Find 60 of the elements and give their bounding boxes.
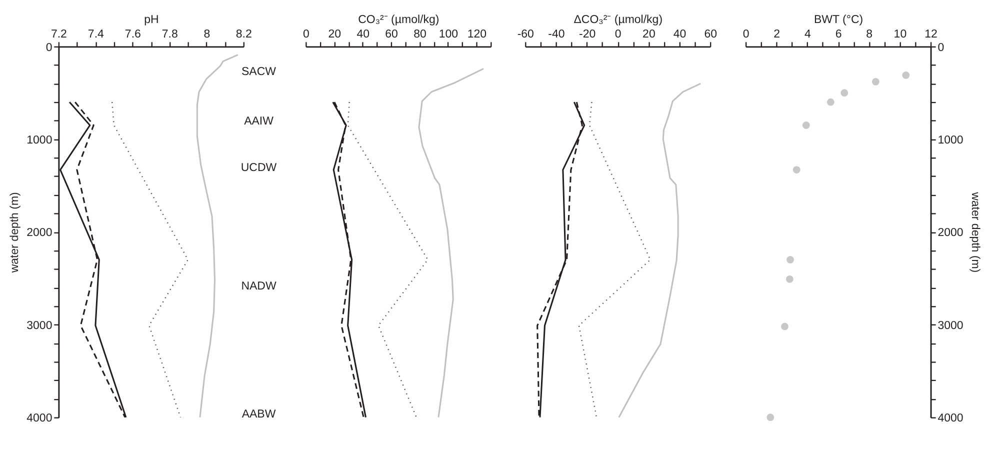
point (826, 98, 834, 106)
text: AAIW (244, 115, 274, 128)
x-axis-title: CO₃²⁻ (µmol/kg) (358, 14, 440, 26)
annotation: UCDW (240, 162, 277, 174)
x-tick-label: 8 (866, 28, 873, 40)
annotation: NADW (241, 280, 276, 293)
y-tick-label: 1000 (26, 134, 52, 146)
x-tick-label: 0 (302, 28, 310, 40)
x-tick-label: 0 (614, 28, 622, 40)
point (786, 275, 794, 283)
x-axis-title: BWT (°C) (814, 14, 864, 26)
x-tick-label: 7.2 (50, 28, 67, 40)
x-tick-label: 7.6 (124, 28, 141, 40)
point (792, 166, 800, 174)
x-tick-label: 10 (894, 28, 907, 40)
annotation: SACW (242, 66, 276, 78)
x-tick-label: -20 (578, 28, 596, 40)
y-tick-label: 0 (46, 42, 52, 54)
x-tick-label: 40 (356, 28, 370, 40)
x-tick-label: 0 (742, 28, 750, 40)
line-series (196, 54, 239, 418)
point (781, 322, 788, 330)
x-tick-label: 4 (804, 28, 812, 40)
point (872, 78, 880, 86)
x-tick-label: 2 (774, 28, 780, 40)
x-tick-label: -60 (517, 28, 534, 40)
point (766, 414, 774, 422)
y-tick-label: 2000 (26, 227, 52, 240)
y2-tick-label: 3000 (938, 320, 964, 332)
x-tick-label: 12 (924, 28, 938, 40)
x-tick-label: 6 (835, 28, 842, 40)
x-tick-label: 7.8 (162, 28, 178, 40)
x-tick-label: 20 (642, 28, 656, 40)
y2-axis-title: water depth (m) (968, 191, 981, 273)
y-axis-title: water depth (m) (9, 192, 22, 274)
x-tick-label: 8 (204, 28, 210, 40)
point (786, 256, 794, 264)
point (840, 89, 848, 97)
x-tick-label: 40 (673, 28, 686, 40)
x-axis-title: pH (144, 14, 159, 26)
x-tick-label: 120 (467, 28, 487, 40)
annotation: AABW (242, 408, 276, 420)
x-tick-label: 20 (328, 28, 342, 40)
y2-tick-label: 1000 (938, 134, 964, 146)
y-tick-label: 3000 (26, 320, 52, 332)
x-tick-label: 100 (438, 28, 458, 40)
y-tick-label: 4000 (26, 412, 52, 425)
x-tick-label: 80 (414, 28, 426, 40)
x-tick-label: 60 (704, 28, 718, 40)
x-tick-label: 60 (385, 28, 398, 40)
x-tick-label: -40 (548, 28, 565, 40)
point (902, 71, 910, 79)
x-axis-title: ΔCO₃²⁻ (µmol/kg) (574, 14, 663, 26)
y2-tick-label: 0 (938, 42, 944, 54)
x-tick-label: 8.2 (236, 28, 252, 40)
y2-tick-label: 4000 (938, 412, 964, 425)
line-series (111, 101, 189, 418)
y2-tick-label: 2000 (938, 227, 964, 240)
point (802, 122, 810, 129)
x-tick-label: 7.4 (88, 28, 105, 40)
